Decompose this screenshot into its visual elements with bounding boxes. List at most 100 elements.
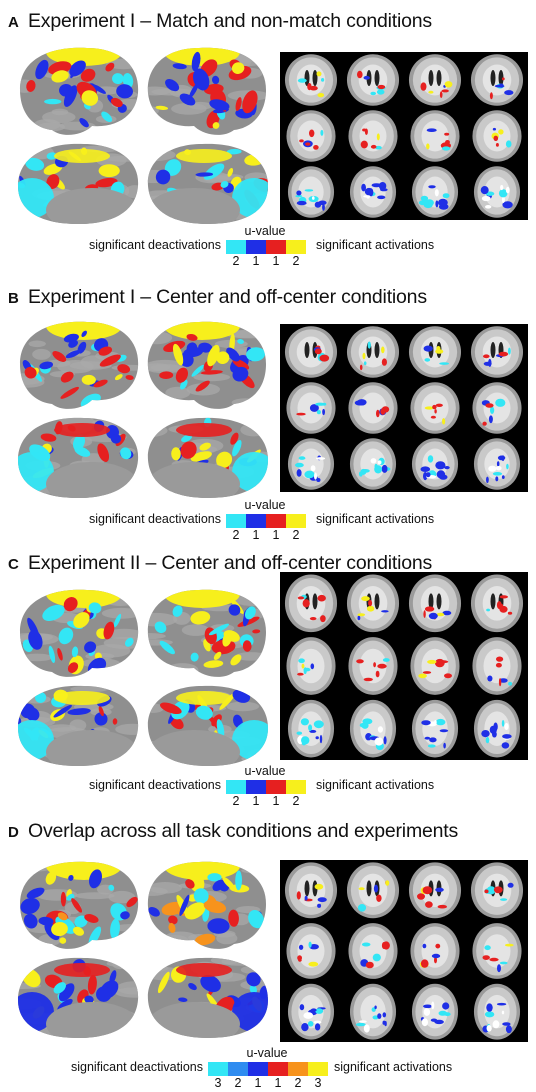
- axial-slice: [470, 862, 524, 919]
- axial-slice: [408, 862, 462, 919]
- axial-slice: [408, 574, 462, 633]
- colorbar: [208, 1062, 328, 1076]
- panel-b: B Experiment I – Center and off-center c…: [0, 276, 536, 542]
- cortical-surface-maps: [12, 852, 274, 1048]
- axial-slice: [410, 923, 460, 979]
- axial-slice: [410, 382, 460, 434]
- lateral-cortex-view: [147, 321, 266, 409]
- lateral-cortex-view: [20, 861, 139, 949]
- medial-cortex-view: [18, 685, 139, 766]
- colorbar-tick-label: 1: [252, 254, 260, 268]
- axial-slice: [411, 699, 459, 758]
- panel-letter: C: [8, 556, 19, 573]
- colorbar-swatch: [266, 780, 286, 794]
- panel-title: Experiment I – Match and non-match condi…: [28, 10, 432, 32]
- axial-slice: [286, 110, 336, 162]
- axial-slice: [472, 923, 522, 979]
- legend-deactivations-label: significant deactivations: [88, 238, 221, 252]
- colorbar: [226, 780, 306, 794]
- cortical-surface-maps: [12, 580, 274, 776]
- legend-title: u-value: [244, 498, 286, 512]
- colorbar-tick-label: 3: [314, 1076, 322, 1090]
- colorbar-tick-label: 1: [274, 1076, 282, 1090]
- colorbar-swatch: [286, 514, 306, 528]
- axial-slice-montage: [280, 572, 528, 760]
- colorbar-tick-label: 1: [252, 528, 260, 542]
- axial-slice: [408, 326, 462, 378]
- panel-c: C Experiment II – Center and off-center …: [0, 550, 536, 812]
- axial-slice: [348, 637, 398, 695]
- lateral-cortex-view: [147, 861, 266, 949]
- panel-letter: A: [8, 14, 19, 31]
- colorbar-swatch: [288, 1062, 308, 1076]
- legend-activations-label: significant activations: [316, 238, 435, 252]
- legend-title: u-value: [244, 224, 286, 238]
- axial-slice: [473, 699, 521, 758]
- panel-letter: B: [8, 290, 19, 307]
- medial-cortex-view: [18, 143, 139, 224]
- colorbar-swatch: [248, 1062, 268, 1076]
- axial-slice: [349, 983, 397, 1040]
- colorbar-tick-label: 2: [232, 528, 240, 542]
- axial-slice: [411, 438, 459, 490]
- axial-slice: [284, 574, 338, 633]
- colorbar-tick-label: 2: [232, 794, 240, 808]
- medial-cortex-view: [18, 417, 139, 498]
- panel-title: Experiment I – Center and off-center con…: [28, 286, 427, 308]
- colorbar-tick-label: 2: [232, 254, 240, 268]
- axial-slice: [286, 382, 336, 434]
- axial-slice: [284, 326, 338, 378]
- u-value-legend: u-value significant deactivations 2 1 1 2 sign…: [0, 224, 536, 268]
- lateral-cortex-view: [147, 589, 266, 677]
- axial-slice: [286, 637, 336, 695]
- lateral-cortex-view: [20, 321, 139, 409]
- legend-activations-label: significant activations: [316, 778, 435, 792]
- axial-slice: [411, 166, 459, 218]
- colorbar-swatch: [226, 514, 246, 528]
- axial-slice: [349, 166, 397, 218]
- axial-slice: [286, 923, 336, 979]
- axial-slice-montage: [280, 52, 528, 220]
- medial-cortex-view: [147, 143, 268, 224]
- colorbar-swatch: [286, 240, 306, 254]
- axial-slice: [284, 862, 338, 919]
- axial-slice: [473, 166, 521, 218]
- medial-cortex-view: [18, 957, 139, 1038]
- medial-cortex-view: [147, 685, 268, 766]
- u-value-legend: u-value significant deactivations 2 1 1 2 sign…: [0, 764, 536, 808]
- colorbar-tick-label: 3: [214, 1076, 222, 1090]
- axial-slice: [346, 54, 400, 106]
- axial-slice: [470, 574, 524, 633]
- axial-slice: [346, 326, 400, 378]
- panel-title: Experiment II – Center and off-center co…: [28, 552, 433, 574]
- axial-slice: [472, 382, 522, 434]
- axial-slice: [348, 923, 398, 979]
- legend-title: u-value: [244, 764, 286, 778]
- colorbar-swatch: [226, 780, 246, 794]
- colorbar: [226, 514, 306, 528]
- axial-slice: [346, 862, 400, 919]
- legend-deactivations-label: significant deactivations: [70, 1060, 203, 1074]
- cortical-surface-maps: [12, 38, 274, 234]
- colorbar-tick-label: 2: [292, 528, 300, 542]
- axial-slice: [348, 382, 398, 434]
- axial-slice: [349, 699, 397, 758]
- u-value-legend: u-value significant deactivations 3 2 1 1 2 3 si…: [0, 1046, 536, 1090]
- lateral-cortex-view: [20, 47, 139, 135]
- axial-slice: [472, 110, 522, 162]
- colorbar-tick-label: 1: [272, 794, 280, 808]
- axial-slice: [287, 983, 335, 1040]
- axial-slice: [470, 54, 524, 106]
- legend-activations-label: significant activations: [334, 1060, 453, 1074]
- colorbar-swatch: [228, 1062, 248, 1076]
- axial-slice: [348, 110, 398, 162]
- colorbar-swatch: [268, 1062, 288, 1076]
- axial-slice: [472, 637, 522, 695]
- axial-slice: [287, 699, 335, 758]
- axial-slice: [410, 110, 460, 162]
- colorbar-tick-label: 2: [292, 254, 300, 268]
- axial-slice: [410, 637, 460, 695]
- axial-slice: [473, 983, 521, 1040]
